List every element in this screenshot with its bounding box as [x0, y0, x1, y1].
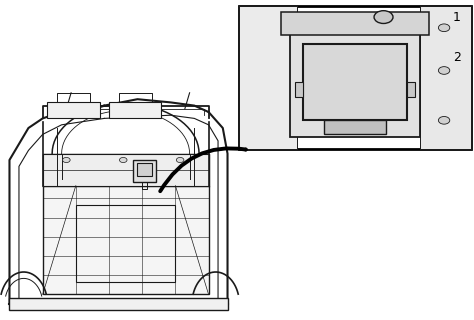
Polygon shape [281, 12, 429, 35]
Polygon shape [43, 186, 209, 294]
Circle shape [374, 11, 393, 23]
Polygon shape [137, 163, 152, 176]
FancyArrowPatch shape [160, 148, 246, 191]
Circle shape [438, 116, 450, 124]
Bar [239, 6, 471, 149]
Polygon shape [9, 298, 228, 310]
Circle shape [438, 24, 450, 32]
Polygon shape [133, 160, 156, 182]
Polygon shape [295, 82, 303, 97]
Text: 1: 1 [453, 11, 461, 24]
Polygon shape [407, 82, 415, 97]
Text: 2: 2 [453, 51, 461, 64]
Polygon shape [47, 102, 100, 118]
Circle shape [63, 157, 70, 163]
Bar [239, 6, 297, 149]
Bar [420, 6, 471, 149]
Polygon shape [43, 154, 209, 186]
Circle shape [438, 67, 450, 74]
Circle shape [176, 157, 184, 163]
Circle shape [119, 157, 127, 163]
Polygon shape [303, 44, 407, 120]
Polygon shape [290, 21, 420, 137]
Polygon shape [109, 102, 161, 118]
Polygon shape [324, 120, 386, 134]
